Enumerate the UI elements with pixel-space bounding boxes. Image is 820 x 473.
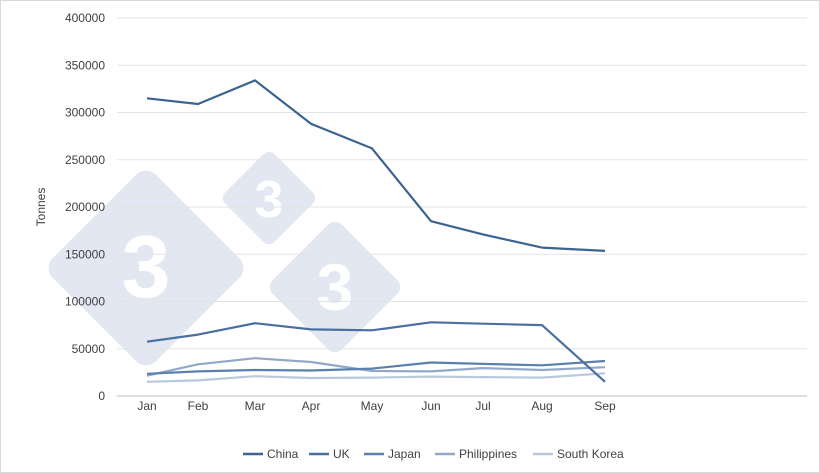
x-tick-label: Feb	[188, 399, 209, 413]
series-line-uk	[146, 321, 606, 383]
y-tick-label: 0	[98, 389, 105, 403]
y-axis-title: Tonnes	[34, 188, 48, 227]
y-tick-label: 200000	[65, 200, 105, 214]
y-tick-label: 350000	[65, 58, 105, 72]
legend-item: South Korea	[533, 447, 624, 461]
y-axis-ticks: 0 50000 100000 150000 200000 250000 300000 3500…	[65, 11, 105, 403]
watermark-logo: 3 3 3	[48, 151, 401, 366]
y-tick-label: 400000	[65, 11, 105, 25]
svg-text:3: 3	[255, 171, 284, 229]
y-tick-label: 100000	[65, 295, 105, 309]
series-line-japan	[146, 359, 606, 375]
legend-label: UK	[333, 447, 350, 461]
x-axis-ticks: Jan Feb Mar Apr May Jun Jul Aug Sep	[137, 399, 616, 413]
x-tick-label: May	[361, 399, 384, 413]
x-tick-label: Jul	[475, 399, 490, 413]
svg-text:3: 3	[122, 217, 171, 316]
series-lines	[146, 79, 606, 383]
y-tick-label: 50000	[72, 342, 106, 356]
legend-label: China	[267, 447, 299, 461]
svg-text:3: 3	[317, 250, 354, 324]
legend-label: South Korea	[557, 447, 624, 461]
series-line-china	[146, 79, 606, 252]
x-tick-label: Apr	[302, 399, 321, 413]
y-tick-label: 300000	[65, 106, 105, 120]
x-tick-label: Jun	[421, 399, 440, 413]
legend-item: Philippines	[435, 447, 517, 461]
legend-label: Philippines	[459, 447, 517, 461]
x-tick-label: Jan	[137, 399, 156, 413]
y-tick-label: 150000	[65, 247, 105, 261]
legend-item: Japan	[364, 447, 421, 461]
y-tick-label: 250000	[65, 153, 105, 167]
gridlines	[117, 17, 807, 397]
x-tick-label: Aug	[531, 399, 552, 413]
legend-item: China	[243, 447, 299, 461]
legend-item: UK	[309, 447, 350, 461]
series-line-philippines	[146, 357, 606, 377]
legend: China UK Japan Philippines South Korea	[243, 447, 624, 461]
legend-label: Japan	[388, 447, 421, 461]
x-tick-label: Mar	[245, 399, 266, 413]
series-line-south-korea	[146, 372, 606, 383]
x-tick-label: Sep	[594, 399, 616, 413]
